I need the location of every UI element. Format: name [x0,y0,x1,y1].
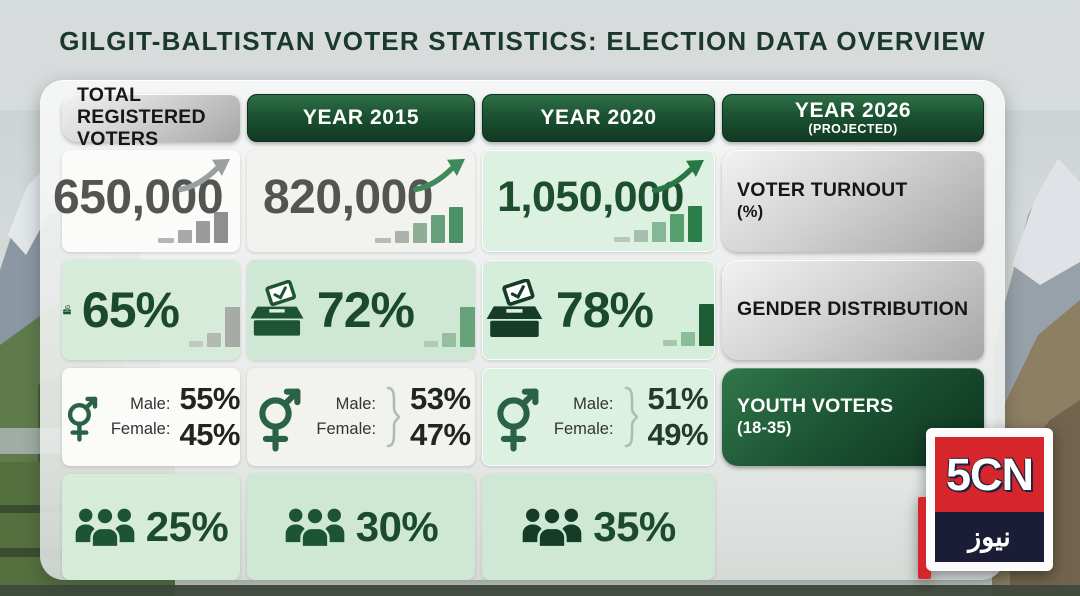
female-label: Female: [110,420,171,438]
column-header-sublabel: (PROJECTED) [808,122,898,137]
channel-logo-5cn: 5CN نیوز [918,428,1053,579]
gender-labels: Male: Female: [316,392,376,442]
gender-values: 53% 47% [410,381,471,452]
brace-icon [624,386,638,448]
page-title: GILGIT-BALTISTAN VOTER STATISTICS: ELECT… [59,26,986,56]
growth-bars-icon [375,207,463,243]
row-label-subtext: (%) [737,203,764,222]
logo-bottom-navy-block: نیوز [935,512,1044,562]
female-value: 45% [179,417,240,452]
turnout-2020-value: 72% [316,282,415,338]
column-header-2015: YEAR 2015 [247,94,475,142]
turnout-bars-icon [663,304,714,346]
logo-frame: 5CN نیوز [926,428,1053,571]
cell-registered-2026: 1,050,000 [482,150,715,252]
row-label-gender-distribution: GENDER DISTRIBUTION [722,260,984,360]
cell-turnout-2026: 78% [482,260,715,360]
gender-labels: Male: Female: [554,392,614,442]
logo-urdu-text: نیوز [968,521,1011,552]
youth-2020-value: 30% [355,503,439,550]
cell-turnout-2015: 65% [62,260,240,360]
male-label: Male: [335,395,377,414]
people-group-icon [75,506,135,549]
female-value: 49% [647,417,709,452]
row-label-subtext: (18-35) [737,419,792,438]
row-label-text: YOUTH VOTERS [737,395,894,418]
ballot-box-icon [486,279,543,337]
cell-gender-2020: Male: Female: 53% 47% [247,368,475,466]
cell-registered-2020: 820,000 [247,150,475,252]
row-label-text: TOTAL REGISTERED VOTERS [77,84,206,150]
youth-2015-value: 25% [145,503,229,550]
youth-2026-value: 35% [593,503,676,550]
people-group-icon [522,506,582,549]
column-header-2020: YEAR 2020 [482,94,715,142]
registered-voters-2015-value: 650,000 [53,170,224,224]
column-header-label: YEAR 2026 [794,98,912,122]
cell-youth-2020: 30% [247,474,475,580]
row-label-registered-voters: TOTAL REGISTERED VOTERS [62,84,240,150]
column-header-label: YEAR 2020 [540,105,657,129]
female-label: Female: [316,420,377,438]
turnout-bars-icon [424,307,475,347]
people-group-icon [285,506,345,549]
stats-panel: YEAR 2015 YEAR 2020 YEAR 2026 (PROJECTED… [40,80,1005,580]
growth-bars-icon [158,212,228,243]
cell-turnout-2020: 72% [247,260,475,360]
row-label-text: VOTER TURNOUT [737,179,908,202]
gender-symbol-icon [497,388,539,452]
column-header-label: YEAR 2015 [302,105,420,129]
cell-gender-2015: Male: Female: 55% 45% [62,368,240,466]
row-label-text: GENDER DISTRIBUTION [737,298,969,321]
gender-labels: Male: Female: [111,392,171,442]
registered-voters-2026-value: 1,050,000 [497,172,684,221]
gender-values: 55% 45% [179,381,240,452]
cell-gender-2026: Male: Female: 51% 49% [482,368,715,466]
turnout-2015-value: 65% [81,282,180,338]
ballot-box-icon [62,305,72,315]
turnout-bars-icon [189,307,240,347]
trend-up-arrow-icon [412,158,465,193]
male-label: Male: [130,395,171,414]
logo-top-red-block: 5CN [935,437,1044,512]
female-value: 47% [410,417,471,452]
cell-registered-2015: 650,000 [53,150,240,252]
gender-symbol-icon [259,388,301,452]
column-header-2026: YEAR 2026 (PROJECTED) [722,94,984,142]
gender-values: 51% 49% [648,381,709,452]
male-value: 53% [410,381,471,417]
turnout-2026-value: 78% [555,282,654,338]
cell-youth-2026: 35% [482,474,715,580]
male-label: Male: [573,395,614,414]
logo-text: 5CN [945,448,1034,500]
gender-symbol-icon [67,396,98,442]
growth-bars-icon [614,206,702,242]
ballot-box-icon [250,279,304,336]
male-value: 55% [179,381,240,417]
trend-up-arrow-icon [177,158,230,193]
trend-up-arrow-icon [651,159,704,194]
female-label: Female: [553,420,614,438]
stats-grid: YEAR 2015 YEAR 2020 YEAR 2026 (PROJECTED… [53,84,984,580]
cell-youth-2015: 25% [62,474,240,580]
row-label-voter-turnout: VOTER TURNOUT (%) [722,150,984,252]
male-value: 51% [647,381,709,417]
registered-voters-2020-value: 820,000 [262,170,434,224]
brace-icon [386,386,401,448]
